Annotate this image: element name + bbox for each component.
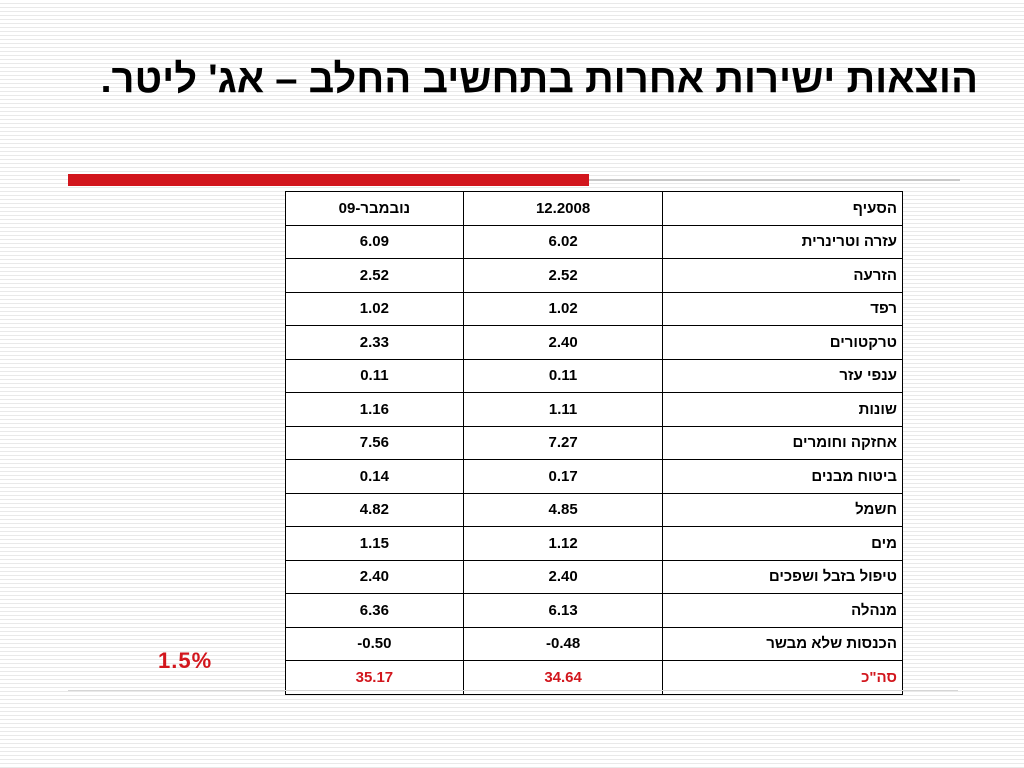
table-header-row: הסעיף 12.2008 נובמבר-09: [285, 191, 903, 226]
table-row: ביטוח מבנים 0.17 0.14: [285, 459, 903, 494]
title-underline: [68, 173, 960, 187]
row-nov09: 7.56: [285, 425, 464, 460]
row-dec2008: 1.12: [462, 526, 664, 561]
table-row: מנהלה 6.13 6.36: [285, 593, 903, 628]
row-dec2008: 1.11: [462, 392, 664, 427]
title-underline-gray: [589, 179, 960, 181]
header-item: הסעיף: [662, 191, 903, 226]
row-item: עזרה וטרינרית: [662, 224, 903, 259]
bottom-divider: [68, 690, 958, 691]
row-nov09: 2.52: [285, 258, 464, 293]
row-nov09: 1.15: [285, 526, 464, 561]
header-nov09: נובמבר-09: [285, 191, 464, 226]
row-nov09: 6.09: [285, 224, 464, 259]
total-dec2008: 34.64: [462, 660, 664, 695]
row-nov09: 4.82: [285, 492, 464, 527]
title-underline-red: [68, 174, 589, 186]
row-dec2008: 2.52: [462, 258, 664, 293]
row-dec2008: 0.11: [462, 358, 664, 393]
row-item: ביטוח מבנים: [662, 459, 903, 494]
header-dec2008: 12.2008: [462, 191, 664, 226]
row-dec2008: 1.02: [462, 291, 664, 326]
row-dec2008: -0.48: [462, 626, 664, 661]
row-dec2008: 6.02: [462, 224, 664, 259]
table-row: עזרה וטרינרית 6.02 6.09: [285, 224, 903, 259]
table-row: אחזקה וחומרים 7.27 7.56: [285, 425, 903, 460]
row-item: הזרעה: [662, 258, 903, 293]
table-row: חשמל 4.85 4.82: [285, 492, 903, 527]
row-nov09: 1.02: [285, 291, 464, 326]
row-item: מים: [662, 526, 903, 561]
row-dec2008: 2.40: [462, 325, 664, 360]
row-item: מנהלה: [662, 593, 903, 628]
row-item: טיפול בזבל ושפכים: [662, 559, 903, 594]
table-row: טיפול בזבל ושפכים 2.40 2.40: [285, 559, 903, 594]
row-nov09: -0.50: [285, 626, 464, 661]
row-dec2008: 2.40: [462, 559, 664, 594]
row-nov09: 2.40: [285, 559, 464, 594]
row-item: ענפי עזר: [662, 358, 903, 393]
row-nov09: 6.36: [285, 593, 464, 628]
row-dec2008: 4.85: [462, 492, 664, 527]
row-dec2008: 7.27: [462, 425, 664, 460]
table-row: מים 1.12 1.15: [285, 526, 903, 561]
table-row: שונות 1.11 1.16: [285, 392, 903, 427]
row-item: אחזקה וחומרים: [662, 425, 903, 460]
table-row: הכנסות שלא מבשר -0.48 -0.50: [285, 626, 903, 661]
row-dec2008: 6.13: [462, 593, 664, 628]
row-item: חשמל: [662, 492, 903, 527]
table-row: הזרעה 2.52 2.52: [285, 258, 903, 293]
total-item: סה"כ: [662, 660, 903, 695]
row-nov09: 0.11: [285, 358, 464, 393]
table-total-row: סה"כ 34.64 35.17: [285, 660, 903, 695]
row-item: הכנסות שלא מבשר: [662, 626, 903, 661]
row-item: טרקטורים: [662, 325, 903, 360]
expenses-table: הסעיף 12.2008 נובמבר-09 עזרה וטרינרית 6.0…: [285, 191, 903, 695]
row-item: רפד: [662, 291, 903, 326]
slide-title: הוצאות ישירות אחרות בתחשיב החלב – אג' לי…: [100, 57, 978, 101]
row-dec2008: 0.17: [462, 459, 664, 494]
row-nov09: 2.33: [285, 325, 464, 360]
total-nov09: 35.17: [285, 660, 464, 695]
table-row: טרקטורים 2.40 2.33: [285, 325, 903, 360]
row-item: שונות: [662, 392, 903, 427]
change-percent: 1.5%: [158, 648, 213, 673]
row-nov09: 1.16: [285, 392, 464, 427]
row-nov09: 0.14: [285, 459, 464, 494]
table-row: ענפי עזר 0.11 0.11: [285, 358, 903, 393]
table-row: רפד 1.02 1.02: [285, 291, 903, 326]
